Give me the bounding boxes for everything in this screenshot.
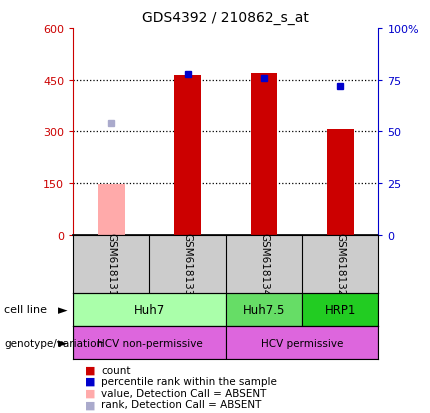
Text: value, Detection Call = ABSENT: value, Detection Call = ABSENT <box>101 388 267 398</box>
Bar <box>174 76 201 235</box>
Text: GSM618133: GSM618133 <box>183 233 193 296</box>
Text: Huh7: Huh7 <box>134 303 165 316</box>
Text: cell line: cell line <box>4 305 47 315</box>
Bar <box>327 130 353 235</box>
Bar <box>226 293 302 326</box>
Text: GSM618134: GSM618134 <box>259 233 269 296</box>
Text: ■: ■ <box>85 365 95 375</box>
Title: GDS4392 / 210862_s_at: GDS4392 / 210862_s_at <box>142 11 309 25</box>
Text: GSM618132: GSM618132 <box>335 233 345 296</box>
Text: Huh7.5: Huh7.5 <box>243 303 285 316</box>
Text: HCV permissive: HCV permissive <box>261 338 343 348</box>
Text: ■: ■ <box>85 388 95 398</box>
Text: rank, Detection Call = ABSENT: rank, Detection Call = ABSENT <box>101 399 261 409</box>
Bar <box>302 293 378 326</box>
Bar <box>226 326 378 359</box>
Bar <box>73 293 226 326</box>
Bar <box>251 74 277 235</box>
Text: ■: ■ <box>85 399 95 409</box>
Text: percentile rank within the sample: percentile rank within the sample <box>101 376 277 386</box>
Text: ►: ► <box>58 336 67 349</box>
Text: count: count <box>101 365 131 375</box>
Text: HRP1: HRP1 <box>325 303 356 316</box>
Text: genotype/variation: genotype/variation <box>4 338 104 348</box>
Bar <box>98 185 125 235</box>
Text: GSM618131: GSM618131 <box>106 233 116 296</box>
Text: HCV non-permissive: HCV non-permissive <box>97 338 202 348</box>
Text: ►: ► <box>58 303 67 316</box>
Bar <box>73 326 226 359</box>
Text: ■: ■ <box>85 376 95 386</box>
